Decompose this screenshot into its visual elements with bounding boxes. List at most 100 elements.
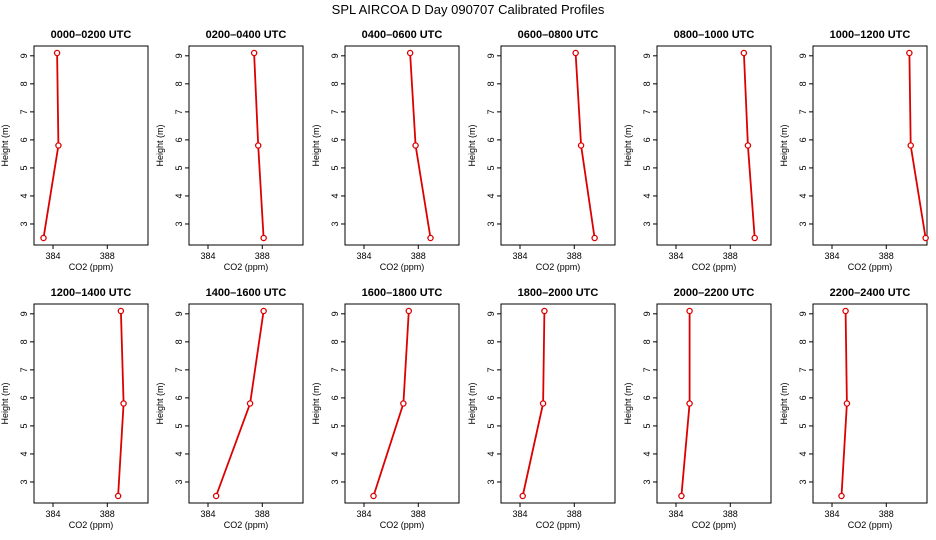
y-axis-label: Height (m) bbox=[311, 124, 321, 166]
data-point bbox=[740, 49, 748, 57]
x-axis-label: CO2 (ppm) bbox=[536, 262, 581, 272]
y-tick-label: 7 bbox=[642, 367, 652, 372]
x-tick-label: 384 bbox=[668, 509, 683, 519]
data-point bbox=[678, 492, 685, 500]
y-tick-label: 5 bbox=[486, 423, 496, 428]
y-tick-label: 9 bbox=[642, 53, 652, 58]
figure-title: SPL AIRCOA D Day 090707 Calibrated Profi… bbox=[332, 2, 605, 17]
data-point bbox=[254, 142, 262, 149]
y-tick-label: 5 bbox=[330, 423, 340, 428]
panel: 0200–0400 UTC 3 4 5 6 7 8 9 Height (m) 384 388CO2 … bbox=[155, 29, 304, 272]
x-tick-label: 388 bbox=[255, 509, 270, 519]
x-tick-label: 388 bbox=[100, 251, 115, 261]
panel: 2000–2200 UTC 3 4 5 6 7 8 9 Height (m) 384 388CO2 … bbox=[623, 287, 772, 530]
y-tick-label: 3 bbox=[798, 221, 808, 226]
y-tick-label: 7 bbox=[798, 367, 808, 372]
x-tick-label: 388 bbox=[411, 509, 426, 519]
y-tick-label: 9 bbox=[642, 311, 652, 316]
y-tick-label: 3 bbox=[19, 221, 29, 226]
y-tick-label: 9 bbox=[798, 53, 808, 58]
panel: 1200–1400 UTC 3 4 5 6 7 8 9 Height (m) 384 388CO2 … bbox=[0, 287, 149, 530]
y-tick-label: 8 bbox=[330, 81, 340, 86]
x-axis-label: CO2 (ppm) bbox=[536, 520, 581, 530]
data-point bbox=[405, 307, 413, 315]
y-axis-label: Height (m) bbox=[467, 124, 477, 166]
y-tick-label: 7 bbox=[19, 109, 29, 114]
y-tick-label: 6 bbox=[798, 137, 808, 142]
y-tick-label: 7 bbox=[486, 109, 496, 114]
plot-frame bbox=[656, 303, 772, 504]
x-tick-label: 384 bbox=[200, 509, 215, 519]
y-axis-label: Height (m) bbox=[155, 124, 165, 166]
y-tick-label: 7 bbox=[174, 109, 184, 114]
y-tick-label: 9 bbox=[486, 53, 496, 58]
data-point bbox=[907, 142, 914, 149]
x-tick-label: 388 bbox=[255, 251, 270, 261]
panel: 0800–1000 UTC 3 4 5 6 7 8 9 Height (m) 384 388CO2 … bbox=[623, 29, 772, 272]
y-tick-label: 9 bbox=[174, 53, 184, 58]
data-point bbox=[40, 234, 47, 242]
y-tick-label: 6 bbox=[174, 137, 184, 142]
x-tick-label: 384 bbox=[200, 251, 215, 261]
y-tick-label: 4 bbox=[798, 193, 808, 198]
y-tick-label: 3 bbox=[330, 479, 340, 484]
data-point bbox=[843, 400, 851, 407]
x-tick-label: 388 bbox=[879, 509, 894, 519]
data-point bbox=[922, 234, 929, 242]
data-point bbox=[400, 400, 407, 407]
data-point bbox=[577, 142, 585, 149]
panel-title: 1400–1600 UTC bbox=[206, 287, 287, 299]
data-point bbox=[55, 142, 62, 149]
panel-title: 1200–1400 UTC bbox=[51, 287, 132, 299]
y-tick-label: 7 bbox=[330, 109, 340, 114]
y-axis-label: Height (m) bbox=[779, 382, 789, 424]
y-tick-label: 5 bbox=[642, 423, 652, 428]
x-tick-label: 384 bbox=[824, 509, 839, 519]
panel-title: 0200–0400 UTC bbox=[206, 29, 287, 41]
data-point bbox=[120, 400, 127, 407]
y-tick-label: 7 bbox=[642, 109, 652, 114]
y-tick-label: 8 bbox=[642, 339, 652, 344]
y-tick-label: 3 bbox=[642, 221, 652, 226]
y-tick-label: 5 bbox=[19, 165, 29, 170]
x-tick-label: 388 bbox=[567, 251, 582, 261]
data-point bbox=[591, 234, 598, 242]
y-tick-label: 5 bbox=[798, 423, 808, 428]
y-tick-label: 9 bbox=[19, 53, 29, 58]
x-tick-label: 384 bbox=[356, 251, 371, 261]
data-point bbox=[541, 307, 548, 315]
y-tick-label: 3 bbox=[486, 479, 496, 484]
y-tick-label: 6 bbox=[19, 137, 29, 142]
y-tick-label: 5 bbox=[19, 423, 29, 428]
data-point bbox=[212, 492, 220, 500]
panel: 1800–2000 UTC 3 4 5 6 7 8 9 Height (m) 384 388CO2 … bbox=[467, 287, 616, 530]
panel-title: 2200–2400 UTC bbox=[830, 287, 911, 299]
x-axis-label: CO2 (ppm) bbox=[848, 262, 893, 272]
y-tick-label: 6 bbox=[330, 395, 340, 400]
x-axis-label: CO2 (ppm) bbox=[848, 520, 893, 530]
plot-frame bbox=[33, 303, 149, 504]
y-tick-label: 6 bbox=[642, 395, 652, 400]
data-point bbox=[906, 49, 913, 57]
data-point bbox=[260, 234, 267, 242]
y-tick-label: 8 bbox=[19, 339, 29, 344]
y-tick-label: 7 bbox=[798, 109, 808, 114]
plot-frame bbox=[344, 303, 460, 504]
data-point bbox=[114, 492, 122, 500]
panel-title: 0400–0600 UTC bbox=[362, 29, 443, 41]
y-tick-label: 3 bbox=[330, 221, 340, 226]
y-tick-label: 4 bbox=[19, 193, 29, 198]
panel: 1400–1600 UTC 3 4 5 6 7 8 9 Height (m) 384 388CO2 … bbox=[155, 287, 304, 530]
y-tick-label: 7 bbox=[19, 367, 29, 372]
x-tick-label: 384 bbox=[824, 251, 839, 261]
y-tick-label: 3 bbox=[174, 479, 184, 484]
data-point bbox=[427, 234, 434, 242]
x-tick-label: 384 bbox=[512, 251, 527, 261]
y-tick-label: 8 bbox=[486, 339, 496, 344]
y-tick-label: 9 bbox=[798, 311, 808, 316]
x-tick-label: 388 bbox=[411, 251, 426, 261]
x-axis-label: CO2 (ppm) bbox=[224, 520, 269, 530]
panel-title: 1600–1800 UTC bbox=[362, 287, 443, 299]
y-tick-label: 8 bbox=[19, 81, 29, 86]
y-tick-label: 4 bbox=[486, 193, 496, 198]
